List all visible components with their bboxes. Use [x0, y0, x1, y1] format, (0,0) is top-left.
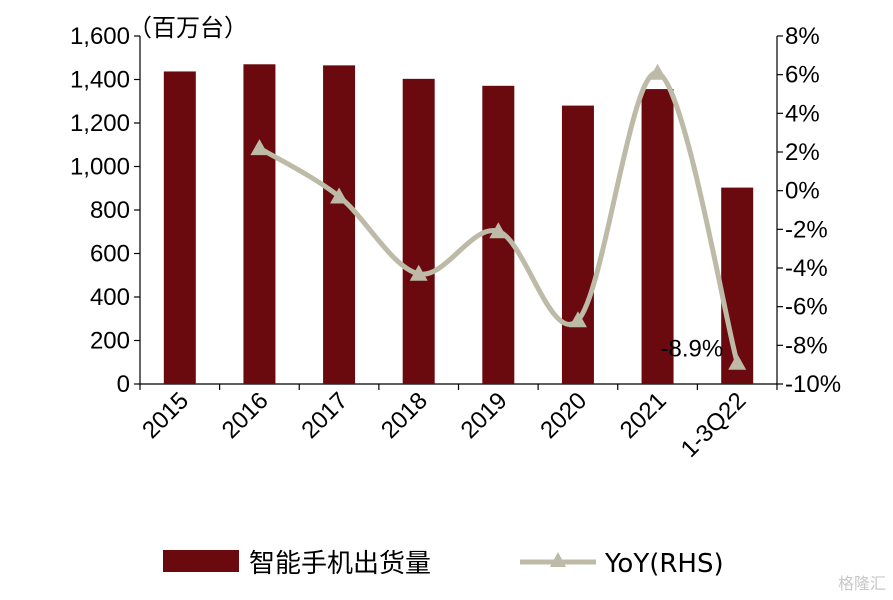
yoy-line — [256, 70, 740, 366]
left-tick-label: 400 — [90, 284, 130, 311]
right-tick-label: -2% — [785, 216, 828, 243]
right-tick-label: 2% — [785, 139, 820, 166]
left-tick-label: 1,600 — [70, 23, 130, 50]
x-tick-label: 2016 — [217, 387, 274, 444]
left-tick-label: 1,000 — [70, 154, 130, 181]
yoy-marker — [728, 353, 747, 370]
left-tick-label: 600 — [90, 241, 130, 268]
bar — [721, 187, 754, 384]
yoy-series — [250, 63, 747, 370]
right-tick-label: 0% — [785, 178, 820, 205]
bar-series — [163, 64, 754, 385]
right-tick-label: -10% — [785, 371, 841, 398]
yoy-marker — [250, 139, 269, 156]
x-tick-label: 2018 — [376, 387, 433, 444]
yoy-marker — [568, 311, 587, 328]
legend-bar-label: 智能手机出货量 — [249, 549, 431, 579]
x-axis-ticks: 2015 2016 2017 2018 2019 2020 2021 1-3Q22 — [137, 384, 778, 463]
yoy-marker — [489, 222, 508, 239]
left-tick-label: 1,200 — [70, 110, 130, 137]
x-tick-label: 1-3Q22 — [676, 387, 752, 463]
yoy-marker — [330, 187, 349, 204]
bar — [402, 78, 435, 384]
x-tick-label: 2021 — [615, 387, 672, 444]
left-tick-label: 1,400 — [70, 67, 130, 94]
right-tick-label: -4% — [785, 255, 828, 282]
bar — [641, 89, 674, 384]
right-tick-label: 8% — [785, 23, 820, 50]
right-axis-ticks: -10% -8% -6% -4% -2% 0% 2% 4% 6% 8% — [777, 23, 841, 398]
left-tick-label: 0 — [117, 371, 130, 398]
legend-bar-swatch — [163, 550, 239, 572]
data-label: -8.9% — [660, 336, 723, 363]
bar — [163, 71, 196, 384]
bar — [323, 65, 356, 385]
x-tick-label: 2017 — [296, 387, 353, 444]
left-tick-label: 200 — [90, 328, 130, 355]
right-tick-label: -6% — [785, 294, 828, 321]
bar — [243, 64, 276, 385]
right-tick-label: -8% — [785, 332, 828, 359]
yoy-marker — [409, 264, 428, 281]
left-tick-label: 800 — [90, 197, 130, 224]
right-tick-label: 6% — [785, 62, 820, 89]
legend-line-label: YoY(RHS) — [604, 549, 724, 579]
watermark: 格隆汇 — [838, 574, 886, 593]
x-tick-label: 2019 — [456, 387, 513, 444]
left-axis-ticks: 0 200 400 600 800 1,000 1,200 1,400 1,600 — [70, 23, 140, 398]
legend-line-marker — [550, 552, 566, 567]
legend: 智能手机出货量 YoY(RHS) — [163, 549, 724, 579]
x-tick-label: 2020 — [535, 387, 592, 444]
annotations: -8.9% — [660, 336, 723, 363]
bar — [561, 105, 594, 384]
yoy-marker — [648, 63, 667, 80]
unit-label: （百万台） — [128, 14, 248, 42]
x-tick-label: 2015 — [137, 387, 194, 444]
right-tick-label: 4% — [785, 100, 820, 127]
